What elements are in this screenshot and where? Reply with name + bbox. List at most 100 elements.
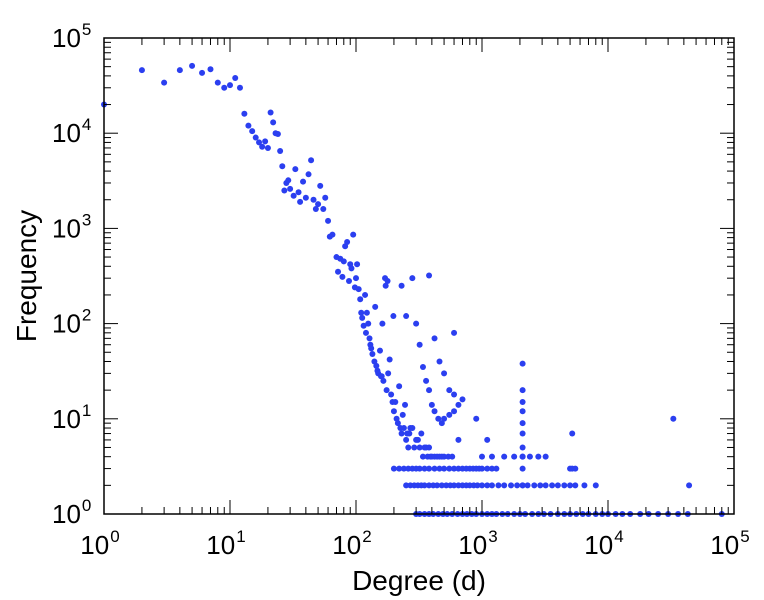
data-point <box>428 401 435 408</box>
data-point <box>259 143 266 150</box>
data-point <box>287 185 294 192</box>
data-point <box>390 408 397 415</box>
data-point <box>372 303 379 310</box>
data-point <box>423 377 430 384</box>
data-point <box>262 138 269 145</box>
data-point <box>390 465 397 472</box>
data-point <box>434 482 441 489</box>
data-point <box>360 322 367 329</box>
data-point <box>396 383 403 390</box>
data-point <box>207 66 214 73</box>
data-point <box>383 387 390 394</box>
data-point <box>519 465 526 472</box>
data-point <box>279 163 286 170</box>
data-point <box>403 436 410 443</box>
data-point <box>426 387 433 394</box>
data-point <box>353 275 359 282</box>
data-point <box>335 268 342 275</box>
y-tick-label: 104 <box>52 115 91 148</box>
data-point <box>524 482 531 489</box>
data-point <box>446 411 453 418</box>
data-point <box>285 177 292 184</box>
data-point <box>451 482 458 489</box>
data-point <box>277 148 284 155</box>
data-point <box>581 482 588 489</box>
data-point <box>398 430 405 437</box>
data-point <box>592 482 599 489</box>
x-tick-labels: 100 101 102 103 104 105 <box>80 527 749 560</box>
data-point <box>227 82 233 89</box>
data-point <box>297 198 304 205</box>
data-point <box>365 320 372 327</box>
data-point <box>495 482 502 489</box>
data-point <box>455 436 462 443</box>
data-point <box>281 187 288 194</box>
data-point <box>446 387 453 394</box>
data-point <box>459 396 466 403</box>
data-point <box>315 201 322 208</box>
x-tick-label: 101 <box>206 527 245 560</box>
data-point <box>380 377 387 384</box>
data-point <box>451 329 458 336</box>
data-point <box>295 189 302 196</box>
data-point <box>426 272 433 279</box>
data-point <box>686 482 693 489</box>
data-point <box>390 313 397 320</box>
x-tick-label: 100 <box>80 527 119 560</box>
data-point <box>488 453 495 460</box>
data-point <box>409 275 416 282</box>
data-point <box>362 329 369 336</box>
x-tick-label: 104 <box>584 527 623 560</box>
data-point <box>264 144 271 151</box>
data-point <box>320 205 327 212</box>
data-point <box>214 79 221 86</box>
y-tick-labels: 100 101 102 103 104 105 <box>52 20 91 529</box>
data-point <box>519 453 526 460</box>
data-point <box>441 465 448 472</box>
data-point <box>245 122 252 129</box>
data-point <box>414 436 421 443</box>
data-point <box>501 482 508 489</box>
data-point <box>312 205 319 212</box>
data-point <box>446 465 453 472</box>
data-point <box>519 430 526 437</box>
data-point <box>394 420 401 427</box>
data-point <box>416 444 423 451</box>
data-point <box>359 314 366 321</box>
data-point <box>344 238 351 245</box>
data-point <box>386 356 393 363</box>
data-point <box>484 436 491 443</box>
data-point <box>519 420 526 427</box>
data-point <box>421 465 428 472</box>
data-point <box>416 465 423 472</box>
data-point <box>403 482 410 489</box>
data-point <box>519 360 526 367</box>
data-point <box>542 482 549 489</box>
data-point <box>416 341 423 348</box>
y-tick-label: 102 <box>52 306 91 339</box>
data-point <box>531 482 538 489</box>
data-point <box>392 399 399 406</box>
x-tick-label: 103 <box>458 527 497 560</box>
data-point <box>519 482 526 489</box>
y-axis-label: Frequency <box>11 210 42 342</box>
data-point <box>670 415 677 422</box>
data-point <box>385 370 392 377</box>
data-point <box>455 401 462 408</box>
y-tick-label: 105 <box>52 20 91 53</box>
data-point <box>249 128 256 135</box>
data-point <box>511 453 518 460</box>
data-point <box>484 482 491 489</box>
data-point <box>176 67 183 74</box>
data-point <box>405 444 412 451</box>
data-point <box>554 482 561 489</box>
data-point <box>388 391 395 398</box>
data-point <box>346 278 352 285</box>
data-point <box>441 453 448 460</box>
data-point <box>451 408 458 415</box>
data-point <box>398 282 405 289</box>
data-point <box>438 482 445 489</box>
data-point <box>479 482 485 489</box>
data-point <box>368 345 375 352</box>
